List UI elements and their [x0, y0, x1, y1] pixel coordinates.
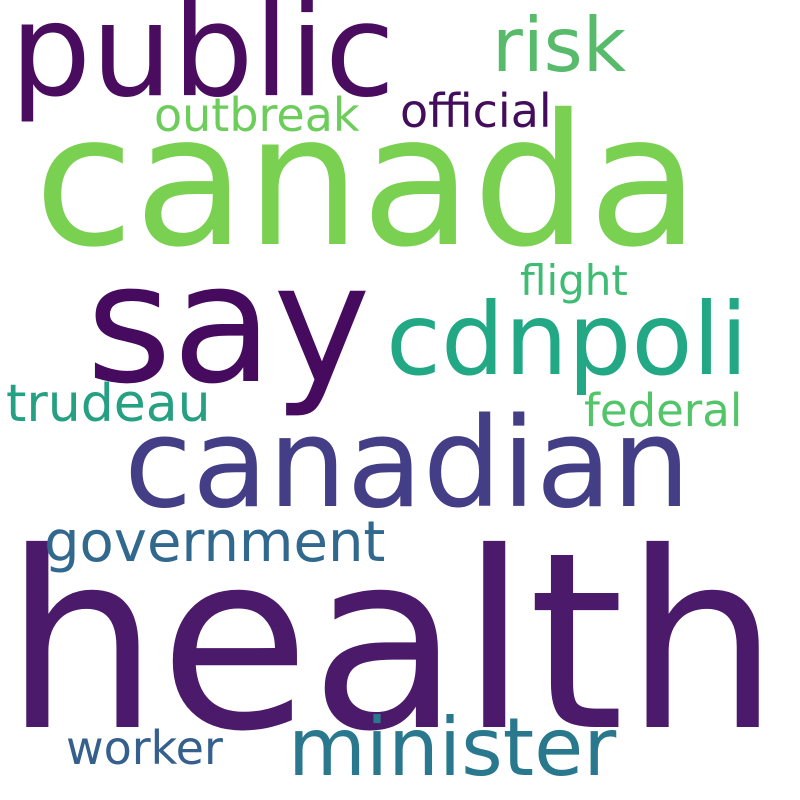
word-health: health: [4, 500, 780, 785]
word-outbreak: outbreak: [154, 88, 360, 142]
word-trudeau: trudeau: [6, 374, 211, 434]
word-risk: risk: [492, 1, 627, 89]
word-canadian: canadian: [124, 392, 691, 536]
word-public: public: [10, 0, 396, 126]
word-official: official: [400, 84, 552, 138]
word-minister: minister: [288, 701, 617, 794]
word-federal: federal: [584, 384, 743, 437]
word-canada: canada: [34, 75, 700, 287]
word-government: government: [44, 510, 386, 575]
word-cdnpoli: cdnpoli: [386, 281, 749, 398]
word-say: say: [86, 228, 371, 420]
word-flight: flight: [520, 256, 628, 305]
word-worker: worker: [66, 721, 223, 775]
